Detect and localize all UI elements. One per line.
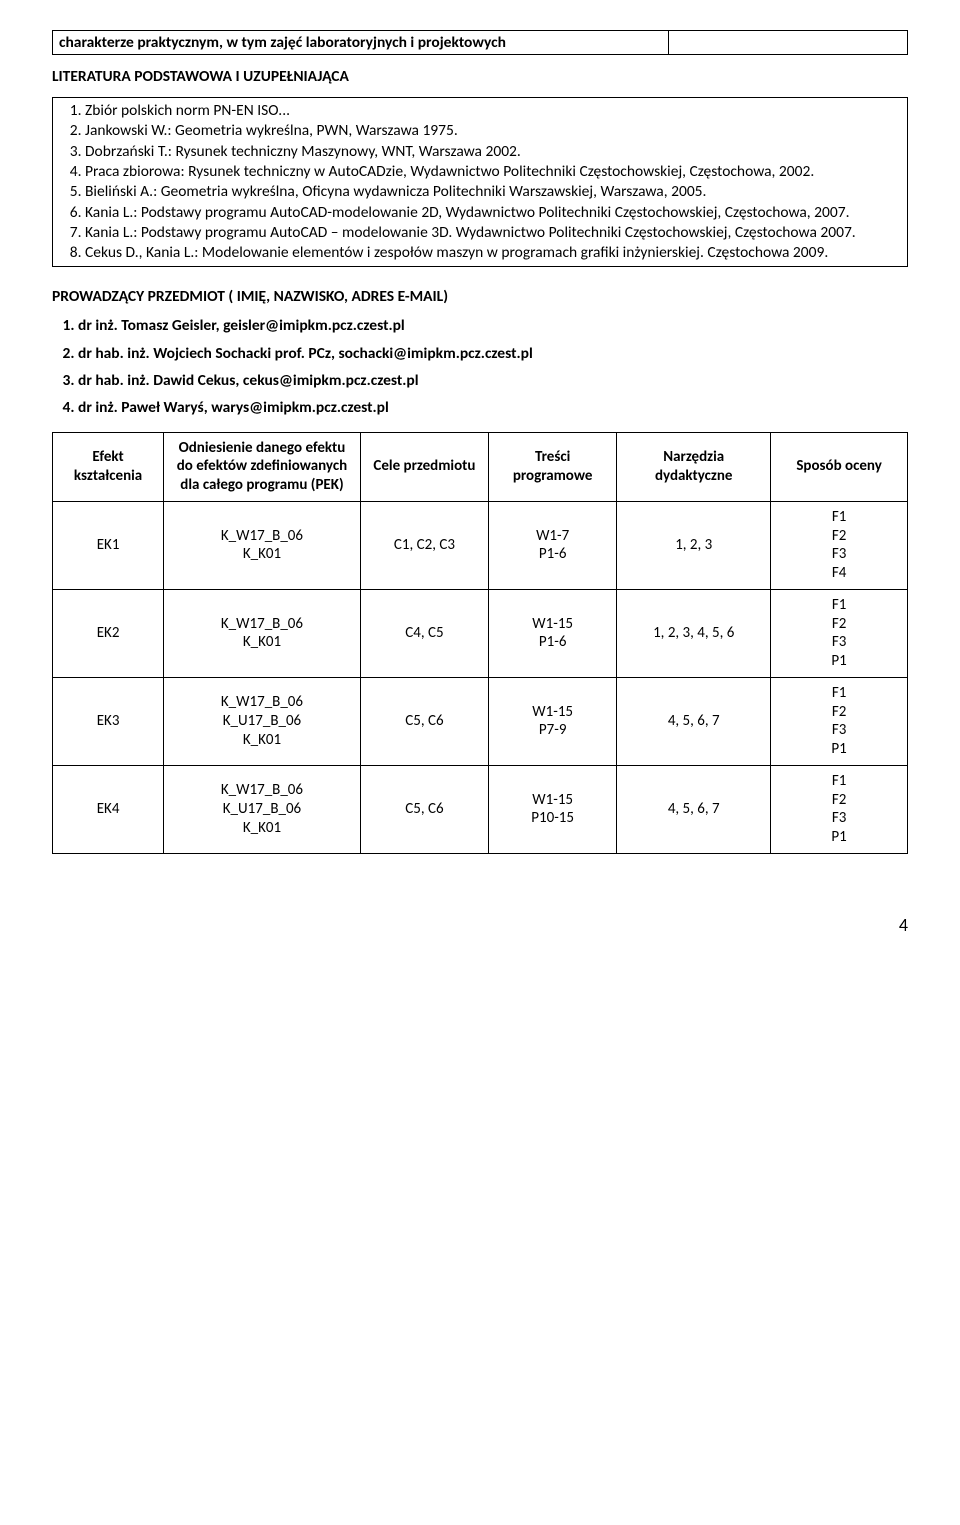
matrix-cell: F1F2F3P1 [771, 677, 908, 765]
matrix-cell: F1F2F3P1 [771, 765, 908, 853]
literature-item: Zbiór polskich norm PN-EN ISO... [85, 101, 901, 120]
literature-item: Praca zbiorowa: Rysunek techniczny w Aut… [85, 162, 901, 181]
effects-matrix: Efekt kształcenia Odniesienie danego efe… [52, 432, 908, 854]
literature-item: Cekus D., Kania L.: Modelowanie elementó… [85, 243, 901, 262]
col-pek: Odniesienie danego efektu do efektów zde… [164, 432, 361, 501]
literature-item: Bieliński A.: Geometria wykreślna, Oficy… [85, 182, 901, 201]
matrix-cell: W1-15P1-6 [489, 589, 617, 677]
instructor-item: dr hab. inż. Wojciech Sochacki prof. PCz… [78, 344, 908, 363]
matrix-cell: C1, C2, C3 [360, 501, 488, 589]
matrix-row: EK4K_W17_B_06K_U17_B_06K_K01C5, C6W1-15P… [53, 765, 908, 853]
matrix-cell: 1, 2, 3, 4, 5, 6 [617, 589, 771, 677]
matrix-cell: C5, C6 [360, 765, 488, 853]
matrix-cell: W1-7P1-6 [489, 501, 617, 589]
matrix-cell: 4, 5, 6, 7 [617, 677, 771, 765]
col-grading: Sposób oceny [771, 432, 908, 501]
matrix-cell: C5, C6 [360, 677, 488, 765]
instructor-item: dr inż. Tomasz Geisler, geisler@imipkm.p… [78, 316, 908, 335]
literature-item: Jankowski W.: Geometria wykreślna, PWN, … [85, 121, 901, 140]
matrix-header-row: Efekt kształcenia Odniesienie danego efe… [53, 432, 908, 501]
matrix-cell: W1-15P10-15 [489, 765, 617, 853]
matrix-cell: EK1 [53, 501, 164, 589]
page-number: 4 [52, 914, 908, 937]
col-effect: Efekt kształcenia [53, 432, 164, 501]
matrix-cell: K_W17_B_06K_U17_B_06K_K01 [164, 765, 361, 853]
matrix-cell: 4, 5, 6, 7 [617, 765, 771, 853]
literature-box: Zbiór polskich norm PN-EN ISO...Jankowsk… [52, 97, 908, 267]
matrix-cell: C4, C5 [360, 589, 488, 677]
matrix-cell: K_W17_B_06K_K01 [164, 589, 361, 677]
literature-item: Kania L.: Podstawy programu AutoCAD – mo… [85, 223, 901, 242]
literature-title: LITERATURA PODSTAWOWA I UZUPEŁNIAJĄCA [52, 67, 908, 86]
matrix-cell: K_W17_B_06K_K01 [164, 501, 361, 589]
matrix-row: EK2K_W17_B_06K_K01C4, C5W1-15P1-61, 2, 3… [53, 589, 908, 677]
matrix-cell: W1-15P7-9 [489, 677, 617, 765]
literature-item: Kania L.: Podstawy programu AutoCAD-mode… [85, 203, 901, 222]
header-box-right [668, 31, 907, 55]
col-content: Treści programowe [489, 432, 617, 501]
matrix-row: EK3K_W17_B_06K_U17_B_06K_K01C5, C6W1-15P… [53, 677, 908, 765]
instructors-title: PROWADZĄCY PRZEDMIOT ( IMIĘ, NAZWISKO, A… [52, 287, 908, 306]
matrix-cell: 1, 2, 3 [617, 501, 771, 589]
literature-item: Dobrzański T.: Rysunek techniczny Maszyn… [85, 142, 901, 161]
matrix-row: EK1K_W17_B_06K_K01C1, C2, C3W1-7P1-61, 2… [53, 501, 908, 589]
matrix-cell: K_W17_B_06K_U17_B_06K_K01 [164, 677, 361, 765]
header-box-left: charakterze praktycznym, w tym zajęć lab… [59, 33, 506, 52]
matrix-cell: EK3 [53, 677, 164, 765]
matrix-cell: F1F2F3P1 [771, 589, 908, 677]
matrix-cell: F1F2F3F4 [771, 501, 908, 589]
literature-list: Zbiór polskich norm PN-EN ISO...Jankowsk… [59, 101, 901, 263]
instructors-list: dr inż. Tomasz Geisler, geisler@imipkm.p… [52, 316, 908, 418]
matrix-cell: EK4 [53, 765, 164, 853]
col-tools: Narzędzia dydaktyczne [617, 432, 771, 501]
instructor-item: dr inż. Paweł Waryś, warys@imipkm.pcz.cz… [78, 398, 908, 417]
instructor-item: dr hab. inż. Dawid Cekus, cekus@imipkm.p… [78, 371, 908, 390]
header-box: charakterze praktycznym, w tym zajęć lab… [52, 30, 908, 55]
matrix-cell: EK2 [53, 589, 164, 677]
col-goals: Cele przedmiotu [360, 432, 488, 501]
